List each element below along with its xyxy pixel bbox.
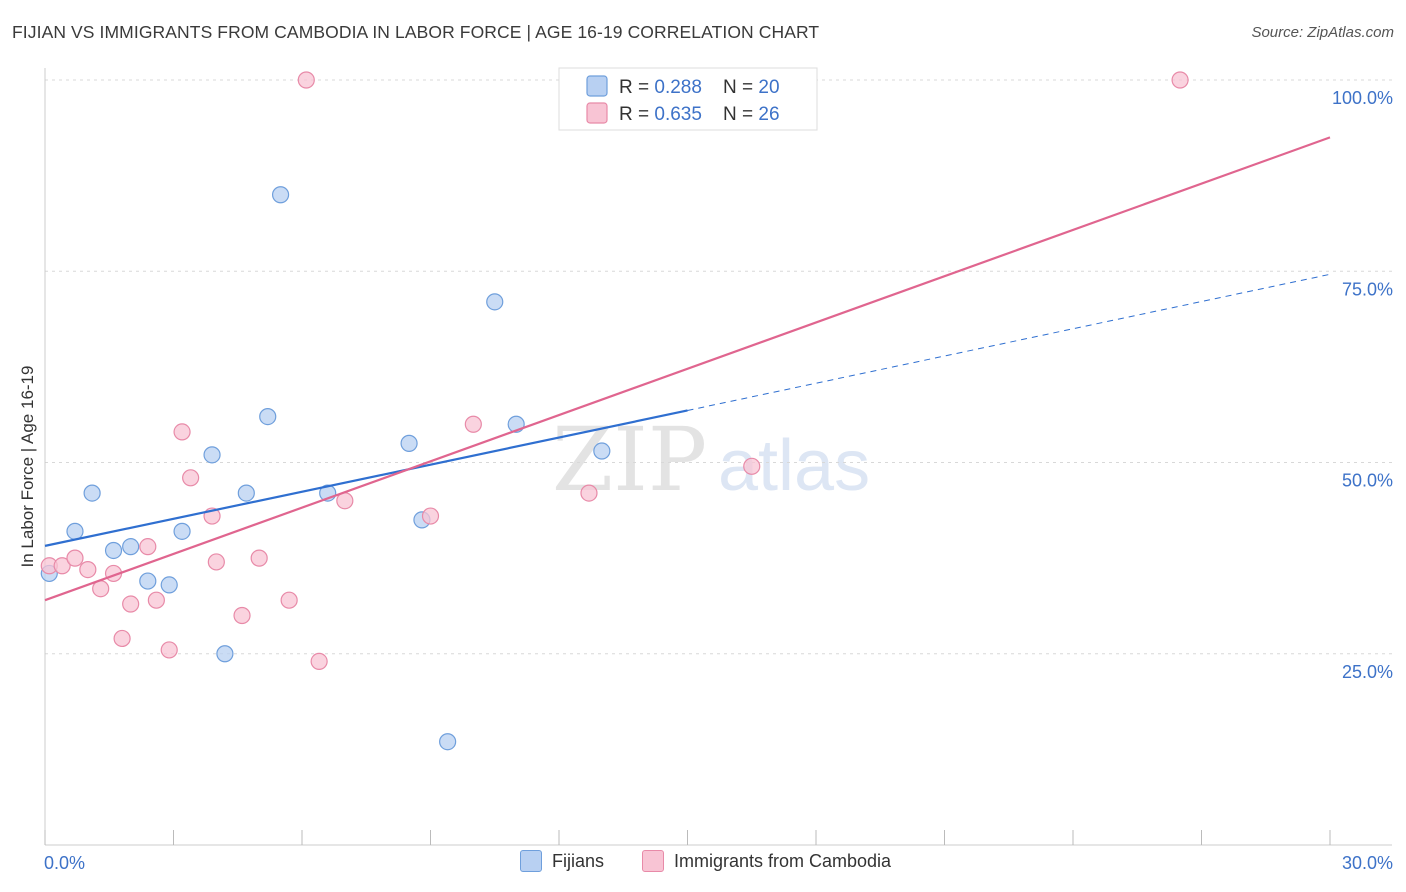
stats-text-part: R = <box>619 77 654 98</box>
fijians-point-10 <box>237 484 255 502</box>
cambodia-point-25 <box>1171 71 1189 89</box>
fijians-point-6 <box>160 576 178 594</box>
cambodia-point-22 <box>464 415 482 433</box>
x-tick-label: 30.0% <box>1342 853 1393 873</box>
cambodia-point-10 <box>160 641 178 659</box>
stats-text-part: 26 <box>758 104 779 125</box>
cambodia-stats-swatch <box>586 102 608 124</box>
fijians-point-7 <box>173 522 191 540</box>
bottom-legend: Fijians Immigrants from Cambodia <box>0 850 1406 878</box>
cambodia-point-15 <box>233 606 251 625</box>
stats-text-part: 0.288 <box>654 77 702 98</box>
cambodia-point-11 <box>173 423 191 441</box>
legend-label-cambodia: Immigrants from Cambodia <box>674 850 892 871</box>
fijians-point-1 <box>66 522 84 540</box>
cambodia-stats-text: R = 0.635 N = 26 <box>619 104 780 125</box>
cambodia-point-18 <box>297 71 315 89</box>
x-tick-label: 0.0% <box>44 853 85 873</box>
fijians-swatch <box>520 850 542 872</box>
cambodia-point-8 <box>139 538 157 556</box>
fijians-stats-swatch <box>586 75 608 97</box>
fijians-point-11 <box>259 408 277 426</box>
fijians-trend-extension <box>687 273 1331 411</box>
stats-text-part: 0.635 <box>654 104 702 125</box>
fijians-point-12 <box>271 186 290 204</box>
y-tick-label: 75.0% <box>1342 279 1393 299</box>
watermark-atlas: atlas <box>718 426 870 506</box>
cambodia-point-17 <box>280 591 298 609</box>
cambodia-point-14 <box>207 553 225 571</box>
fijians-point-2 <box>83 484 101 502</box>
legend-item-fijians[interactable]: Fijians <box>520 850 604 872</box>
stats-text-part: N = <box>702 104 759 125</box>
legend-item-cambodia[interactable]: Immigrants from Cambodia <box>642 850 891 872</box>
stats-text-part: R = <box>619 104 654 125</box>
fijians-point-8 <box>203 446 221 464</box>
y-tick-label: 100.0% <box>1332 88 1393 108</box>
cambodia-point-19 <box>310 652 328 671</box>
cambodia-point-6 <box>113 629 131 648</box>
cambodia-point-21 <box>421 507 440 525</box>
fijians-point-9 <box>216 645 234 663</box>
fijians-point-5 <box>139 572 157 590</box>
y-axis-label: In Labor Force | Age 16-19 <box>18 366 37 568</box>
y-tick-label: 25.0% <box>1342 662 1393 682</box>
watermark-zip: ZIP <box>552 408 707 511</box>
fijians-trend-line <box>44 409 688 547</box>
cambodia-trend-line <box>44 136 1331 602</box>
fijians-point-16 <box>439 733 457 751</box>
cambodia-point-23 <box>580 484 598 502</box>
cambodia-point-7 <box>122 595 140 613</box>
cambodia-point-3 <box>79 560 97 579</box>
fijians-point-3 <box>104 541 123 560</box>
stats-legend: R = 0.288 N = 20R = 0.635 N = 26 <box>558 67 818 131</box>
fijians-point-19 <box>593 442 611 460</box>
cambodia-point-2 <box>66 549 84 567</box>
fijians-point-14 <box>400 434 418 452</box>
fijians-point-4 <box>122 538 140 556</box>
cambodia-point-12 <box>182 469 200 487</box>
stats-text-part: N = <box>702 77 759 98</box>
fijians-point-17 <box>486 293 504 311</box>
cambodia-swatch <box>642 850 664 872</box>
legend-label-fijians: Fijians <box>552 850 605 871</box>
cambodia-point-9 <box>147 591 165 609</box>
chart-title: FIJIAN VS IMMIGRANTS FROM CAMBODIA IN LA… <box>12 22 820 42</box>
cambodia-point-1 <box>53 557 71 575</box>
stats-text-part: 20 <box>758 77 779 98</box>
cambodia-point-16 <box>250 549 268 567</box>
fijians-stats-text: R = 0.288 N = 20 <box>619 77 780 98</box>
y-tick-label: 50.0% <box>1342 471 1393 491</box>
cambodia-point-24 <box>743 457 761 475</box>
source-label: Source: ZipAtlas.com <box>1251 24 1394 41</box>
